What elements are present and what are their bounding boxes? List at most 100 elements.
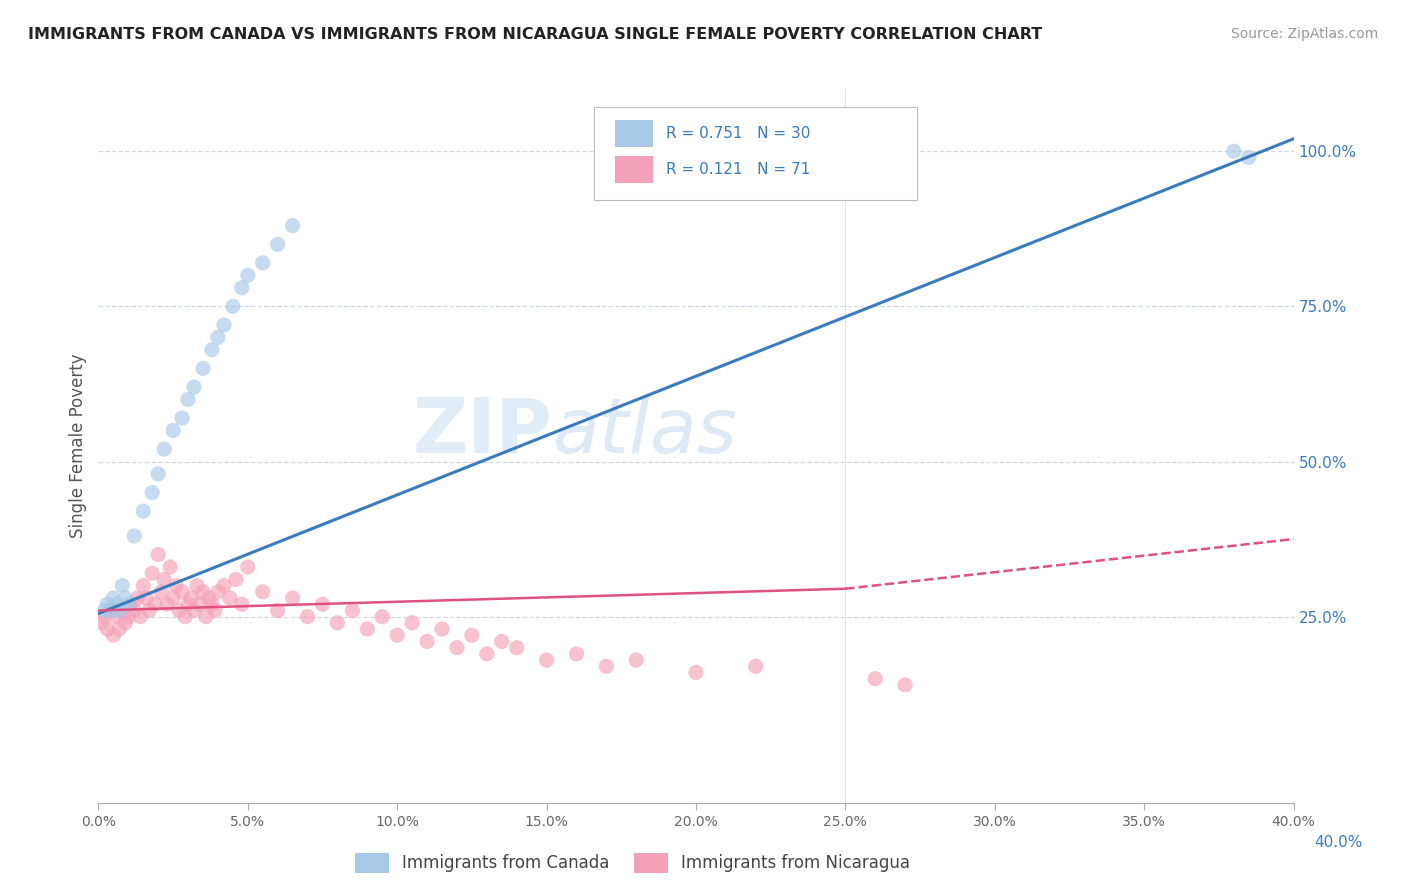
Point bbox=[1223, 145, 1246, 159]
Point bbox=[201, 343, 224, 357]
FancyBboxPatch shape bbox=[614, 120, 652, 147]
Point bbox=[90, 615, 112, 630]
Point bbox=[183, 380, 205, 394]
Point bbox=[100, 603, 122, 617]
Point bbox=[150, 584, 173, 599]
Point bbox=[162, 591, 184, 605]
Point bbox=[148, 548, 170, 562]
Point bbox=[219, 591, 242, 605]
Point bbox=[172, 584, 194, 599]
Point bbox=[207, 584, 229, 599]
Point bbox=[207, 330, 229, 344]
Point bbox=[117, 597, 139, 611]
Point bbox=[252, 584, 274, 599]
Point bbox=[141, 566, 163, 581]
FancyBboxPatch shape bbox=[614, 156, 652, 184]
Point bbox=[865, 672, 887, 686]
Point bbox=[153, 442, 176, 456]
Point bbox=[446, 640, 468, 655]
Text: 40.0%: 40.0% bbox=[1315, 836, 1362, 850]
Point bbox=[236, 560, 259, 574]
Point bbox=[124, 529, 146, 543]
Point bbox=[105, 597, 128, 611]
Point bbox=[127, 591, 149, 605]
Point bbox=[191, 584, 214, 599]
Text: ZIP: ZIP bbox=[413, 395, 553, 468]
Point bbox=[148, 467, 170, 481]
Point bbox=[231, 597, 253, 611]
Point bbox=[93, 603, 115, 617]
Point bbox=[565, 647, 588, 661]
Point bbox=[685, 665, 707, 680]
Point bbox=[267, 237, 290, 252]
Point bbox=[461, 628, 484, 642]
Point bbox=[129, 609, 152, 624]
Point bbox=[153, 573, 176, 587]
Point bbox=[356, 622, 378, 636]
FancyBboxPatch shape bbox=[595, 107, 917, 200]
Point bbox=[132, 504, 155, 518]
Y-axis label: Single Female Poverty: Single Female Poverty bbox=[69, 354, 87, 538]
Point bbox=[385, 628, 409, 642]
Point bbox=[103, 591, 125, 605]
Point bbox=[595, 659, 617, 673]
Text: Source: ZipAtlas.com: Source: ZipAtlas.com bbox=[1230, 27, 1378, 41]
Point bbox=[506, 640, 529, 655]
Point bbox=[326, 615, 349, 630]
Point bbox=[165, 579, 187, 593]
Point bbox=[96, 622, 118, 636]
Point bbox=[177, 597, 200, 611]
Point bbox=[156, 597, 179, 611]
Point bbox=[100, 603, 122, 617]
Point bbox=[201, 597, 224, 611]
Point bbox=[252, 256, 274, 270]
Point bbox=[212, 579, 235, 593]
Point bbox=[135, 591, 157, 605]
Point bbox=[108, 603, 131, 617]
Point bbox=[141, 485, 163, 500]
Point bbox=[183, 603, 205, 617]
Point bbox=[191, 361, 214, 376]
Point bbox=[114, 591, 136, 605]
Point bbox=[401, 615, 423, 630]
Point bbox=[124, 603, 146, 617]
Point bbox=[626, 653, 648, 667]
Point bbox=[231, 281, 253, 295]
Point bbox=[281, 591, 304, 605]
Point bbox=[188, 597, 211, 611]
Point bbox=[267, 603, 290, 617]
Point bbox=[894, 678, 917, 692]
Point bbox=[96, 597, 118, 611]
Point bbox=[103, 628, 125, 642]
Point bbox=[371, 609, 394, 624]
Point bbox=[186, 579, 208, 593]
Point bbox=[416, 634, 439, 648]
Point bbox=[475, 647, 498, 661]
Point bbox=[143, 597, 166, 611]
Point bbox=[132, 579, 155, 593]
Text: R = 0.751   N = 30: R = 0.751 N = 30 bbox=[666, 126, 810, 141]
Point bbox=[167, 603, 190, 617]
Point bbox=[536, 653, 558, 667]
Point bbox=[174, 609, 197, 624]
Point bbox=[1237, 151, 1260, 165]
Point bbox=[138, 603, 160, 617]
Text: IMMIGRANTS FROM CANADA VS IMMIGRANTS FROM NICARAGUA SINGLE FEMALE POVERTY CORREL: IMMIGRANTS FROM CANADA VS IMMIGRANTS FRO… bbox=[28, 27, 1042, 42]
Legend: Immigrants from Canada, Immigrants from Nicaragua: Immigrants from Canada, Immigrants from … bbox=[349, 847, 917, 880]
Point bbox=[225, 573, 247, 587]
Point bbox=[430, 622, 453, 636]
Point bbox=[212, 318, 235, 332]
Point bbox=[105, 609, 128, 624]
Text: atlas: atlas bbox=[553, 395, 737, 468]
Point bbox=[311, 597, 333, 611]
Point bbox=[198, 591, 221, 605]
Point bbox=[177, 392, 200, 407]
Point bbox=[297, 609, 319, 624]
Point bbox=[117, 609, 139, 624]
Point bbox=[342, 603, 364, 617]
Point bbox=[111, 579, 134, 593]
Point bbox=[222, 299, 245, 313]
Point bbox=[93, 609, 115, 624]
Text: R = 0.121   N = 71: R = 0.121 N = 71 bbox=[666, 162, 810, 178]
Point bbox=[195, 609, 218, 624]
